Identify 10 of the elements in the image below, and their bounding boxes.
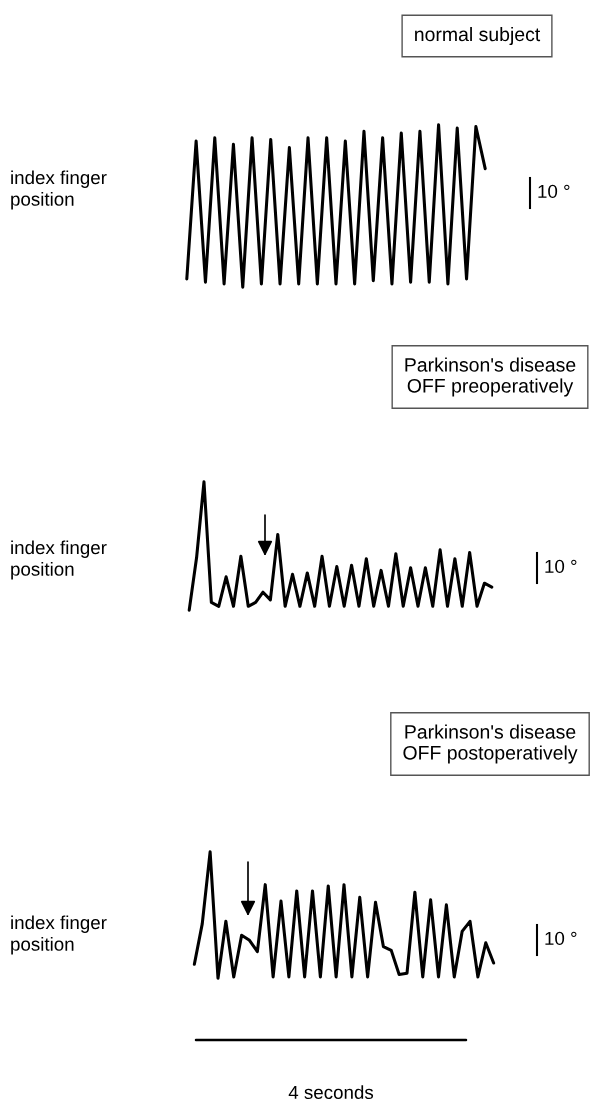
text: 10 ° [545, 559, 577, 574]
text: 4 seconds [288, 1085, 374, 1100]
text: 10 ° [545, 931, 577, 946]
text: 10 ° [538, 184, 570, 199]
chart-title: Parkinson's disease OFF postoperatively [403, 724, 578, 764]
chart-title: Parkinson's disease OFF preoperatively [405, 357, 576, 397]
chart-title: normal subject [415, 26, 541, 46]
y-axis-title: index finger position [11, 915, 107, 955]
y-axis-title: index finger position [11, 170, 107, 210]
y-axis-title: index finger position [11, 540, 107, 580]
